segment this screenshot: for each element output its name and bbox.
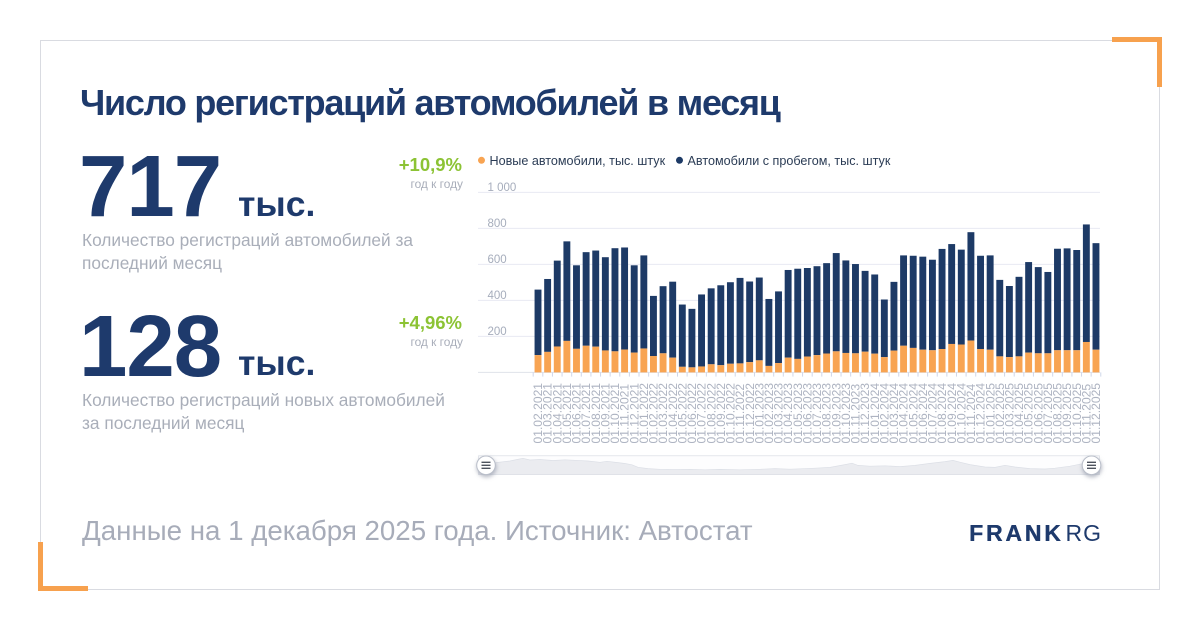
svg-text:01.08.2021: 01.08.2021 <box>589 383 603 444</box>
svg-text:01.02.2023: 01.02.2023 <box>762 383 776 444</box>
svg-text:01.07.2024: 01.07.2024 <box>926 383 940 444</box>
svg-text:200: 200 <box>488 326 507 338</box>
svg-text:01.09.2023: 01.09.2023 <box>829 383 843 444</box>
svg-text:01.09.2022: 01.09.2022 <box>714 383 728 444</box>
svg-text:01.01.2025: 01.01.2025 <box>983 383 997 444</box>
svg-text:01.11.2022: 01.11.2022 <box>733 384 747 444</box>
svg-text:01.07.2023: 01.07.2023 <box>810 383 824 444</box>
svg-text:Новые автомобили, тыс. штук: Новые автомобили, тыс. штук <box>490 154 666 168</box>
svg-text:01.08.2025: 01.08.2025 <box>1051 383 1065 444</box>
svg-text:01.02.2021: 01.02.2021 <box>531 383 545 444</box>
svg-text:Автомобили с пробегом, тыс. шт: Автомобили с пробегом, тыс. штук <box>688 154 891 168</box>
svg-text:01.08.2024: 01.08.2024 <box>935 383 949 444</box>
svg-text:01.11.2025: 01.11.2025 <box>1079 384 1093 444</box>
svg-text:01.01.2022: 01.01.2022 <box>637 383 651 444</box>
svg-text:01.04.2025: 01.04.2025 <box>1012 383 1026 444</box>
svg-text:01.04.2024: 01.04.2024 <box>897 383 911 444</box>
svg-text:400: 400 <box>488 290 507 302</box>
svg-text:1 000: 1 000 <box>488 182 517 194</box>
svg-text:01.08.2022: 01.08.2022 <box>704 383 718 444</box>
svg-text:01.06.2024: 01.06.2024 <box>916 383 930 444</box>
svg-text:01.03.2024: 01.03.2024 <box>887 383 901 444</box>
svg-text:01.07.2025: 01.07.2025 <box>1041 383 1055 444</box>
svg-text:01.02.2025: 01.02.2025 <box>993 383 1007 444</box>
svg-text:01.10.2021: 01.10.2021 <box>608 383 622 444</box>
svg-text:01.06.2023: 01.06.2023 <box>800 383 814 444</box>
svg-text:800: 800 <box>488 218 507 230</box>
svg-text:01.03.2021: 01.03.2021 <box>541 383 555 444</box>
svg-text:01.11.2021: 01.11.2021 <box>618 384 632 444</box>
svg-text:01.12.2025: 01.12.2025 <box>1089 383 1103 444</box>
svg-text:01.03.2023: 01.03.2023 <box>772 383 786 444</box>
svg-text:01.05.2023: 01.05.2023 <box>791 383 805 444</box>
svg-text:01.01.2024: 01.01.2024 <box>868 383 882 444</box>
svg-text:01.07.2022: 01.07.2022 <box>695 383 709 444</box>
svg-text:01.05.2022: 01.05.2022 <box>675 383 689 444</box>
svg-text:01.09.2025: 01.09.2025 <box>1060 383 1074 444</box>
svg-text:01.04.2021: 01.04.2021 <box>550 383 564 444</box>
svg-text:01.06.2021: 01.06.2021 <box>570 383 584 444</box>
svg-text:600: 600 <box>488 254 507 266</box>
svg-text:01.05.2021: 01.05.2021 <box>560 383 574 444</box>
svg-text:01.12.2024: 01.12.2024 <box>974 383 988 444</box>
svg-text:01.08.2023: 01.08.2023 <box>820 383 834 444</box>
svg-text:01.12.2022: 01.12.2022 <box>743 383 757 444</box>
svg-text:01.04.2022: 01.04.2022 <box>666 383 680 444</box>
svg-text:01.06.2025: 01.06.2025 <box>1031 383 1045 444</box>
svg-text:01.01.2023: 01.01.2023 <box>752 383 766 444</box>
svg-text:01.03.2025: 01.03.2025 <box>1002 383 1016 444</box>
svg-text:01.12.2023: 01.12.2023 <box>858 383 872 444</box>
svg-text:01.11.2024: 01.11.2024 <box>964 384 978 444</box>
svg-text:01.09.2021: 01.09.2021 <box>598 383 612 444</box>
svg-text:01.10.2022: 01.10.2022 <box>724 383 738 444</box>
svg-text:01.10.2024: 01.10.2024 <box>954 383 968 444</box>
svg-text:01.10.2023: 01.10.2023 <box>839 383 853 444</box>
svg-text:01.05.2025: 01.05.2025 <box>1022 383 1036 444</box>
svg-text:01.06.2022: 01.06.2022 <box>685 383 699 444</box>
svg-text:01.04.2023: 01.04.2023 <box>781 383 795 444</box>
svg-text:01.09.2024: 01.09.2024 <box>945 383 959 444</box>
svg-text:01.02.2022: 01.02.2022 <box>647 383 661 444</box>
svg-text:01.10.2025: 01.10.2025 <box>1070 383 1084 444</box>
svg-text:01.03.2022: 01.03.2022 <box>656 383 670 444</box>
svg-text:01.11.2023: 01.11.2023 <box>849 384 863 444</box>
svg-text:01.12.2021: 01.12.2021 <box>627 383 641 444</box>
svg-text:01.05.2024: 01.05.2024 <box>906 383 920 444</box>
svg-text:01.02.2024: 01.02.2024 <box>877 383 891 444</box>
svg-text:01.07.2021: 01.07.2021 <box>579 383 593 444</box>
